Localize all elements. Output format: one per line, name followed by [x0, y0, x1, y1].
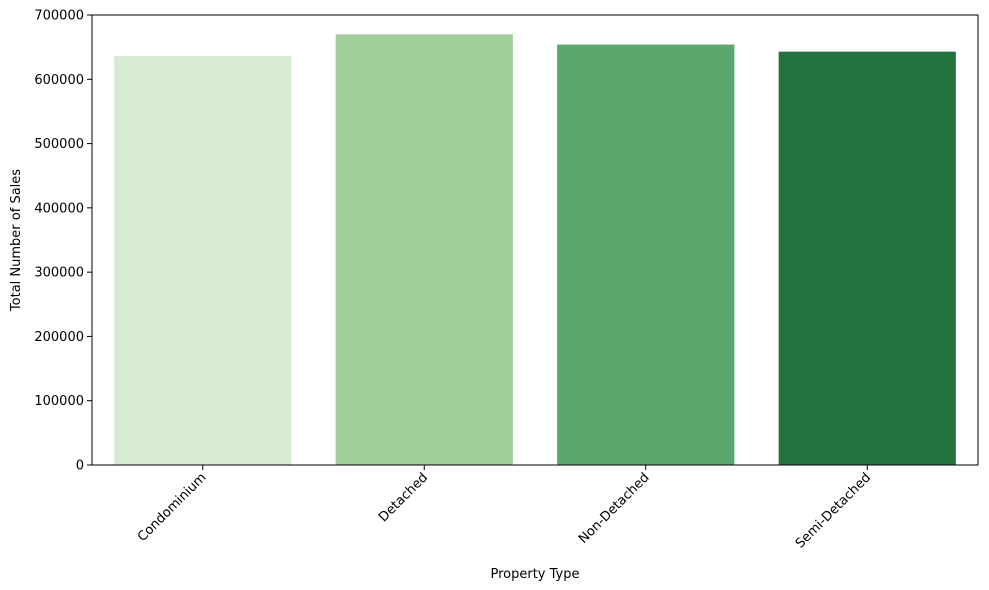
- bar-semi-detached: [778, 51, 956, 466]
- y-axis-label: Total Number of Sales: [9, 169, 24, 312]
- y-tick-label: 500000: [34, 137, 84, 152]
- plot-frame: [91, 14, 979, 466]
- y-tick-label: 300000: [34, 266, 84, 281]
- x-tick-label: Condominium: [135, 470, 210, 545]
- bar-detached: [335, 34, 513, 466]
- x-tick-label: Semi-Detached: [793, 470, 874, 551]
- x-tick-label: Detached: [376, 470, 431, 525]
- x-tick-label: Non-Detached: [576, 470, 653, 547]
- y-tick-label: 200000: [34, 330, 84, 345]
- y-tick-label: 0: [76, 459, 84, 474]
- bar-condominium: [114, 56, 292, 466]
- bar-non-detached: [557, 44, 735, 465]
- x-axis: Condominium Detached Non-Detached Semi-Deta…: [135, 465, 874, 551]
- x-axis-label: Property Type: [490, 567, 579, 582]
- y-tick-label: 700000: [34, 9, 84, 24]
- bars-group: [114, 34, 956, 466]
- y-tick-label: 100000: [34, 394, 84, 409]
- y-axis: 0 100000 200000 300000 400000 500000 600000 700…: [34, 9, 92, 474]
- y-tick-label: 600000: [34, 73, 84, 88]
- y-tick-label: 400000: [34, 201, 84, 216]
